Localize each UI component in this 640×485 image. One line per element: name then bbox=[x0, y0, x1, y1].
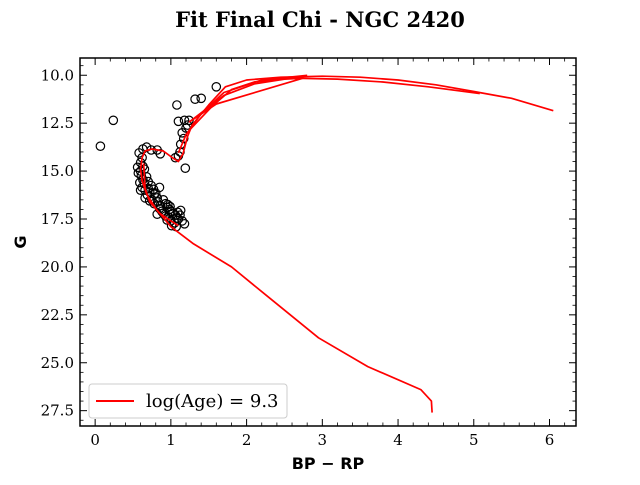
data-point-48 bbox=[179, 219, 190, 229]
legend: log(Age) = 9.3 bbox=[88, 383, 288, 419]
data-point-64 bbox=[132, 162, 143, 173]
axis-ticks: 0 1 2 3 4 5 6 10.0 12.5 15.0 17.5 20.0 22.5 25.0 27.5 bbox=[41, 58, 576, 449]
y-tick-label-0: 10.0 bbox=[41, 66, 74, 84]
plot-area bbox=[95, 74, 554, 413]
data-point-12 bbox=[178, 133, 189, 144]
data-point-1 bbox=[108, 115, 119, 126]
data-point-80 bbox=[165, 201, 175, 212]
data-point-17 bbox=[180, 163, 191, 173]
y-tick-label-6: 25.0 bbox=[41, 354, 74, 372]
y-tick-label-7: 27.5 bbox=[41, 402, 74, 420]
data-point-4 bbox=[196, 93, 206, 104]
x-tick-label-2: 2 bbox=[242, 431, 252, 449]
x-tick-label-3: 3 bbox=[318, 431, 328, 449]
x-axis-label: BP − RP bbox=[292, 454, 365, 473]
isochrone-line-5 bbox=[142, 163, 179, 227]
plot-frame bbox=[79, 57, 577, 427]
y-tick-label-4: 20.0 bbox=[41, 258, 74, 276]
y-tick-label-2: 15.0 bbox=[41, 162, 74, 180]
data-point-81 bbox=[163, 199, 173, 210]
data-point-6 bbox=[173, 116, 184, 127]
legend-label: log(Age) = 9.3 bbox=[146, 391, 279, 412]
data-point-79 bbox=[175, 205, 186, 216]
data-point-5 bbox=[190, 94, 200, 104]
data-point-23 bbox=[134, 148, 144, 158]
isochrone-line-3 bbox=[188, 77, 305, 123]
y-tick-label-5: 22.5 bbox=[41, 306, 74, 324]
data-point-3 bbox=[211, 82, 222, 92]
isochrone-line-1 bbox=[139, 75, 554, 413]
legend-box bbox=[88, 383, 288, 419]
data-point-46 bbox=[175, 210, 185, 220]
isochrone-line-4 bbox=[177, 74, 308, 154]
x-tick-label-1: 1 bbox=[166, 431, 176, 449]
x-tick-label-6: 6 bbox=[545, 431, 555, 449]
x-tick-label-4: 4 bbox=[393, 431, 403, 449]
data-point-0 bbox=[95, 141, 106, 151]
data-point-2 bbox=[172, 100, 182, 110]
data-point-78 bbox=[172, 207, 183, 218]
x-tick-label-0: 0 bbox=[90, 431, 100, 449]
y-tick-label-1: 12.5 bbox=[41, 114, 74, 132]
data-point-19 bbox=[155, 149, 166, 159]
data-point-77 bbox=[153, 197, 163, 207]
data-point-71 bbox=[150, 188, 161, 198]
chart-title: Fit Final Chi - NGC 2420 bbox=[175, 7, 465, 32]
y-axis-label: G bbox=[11, 235, 30, 248]
x-tick-label-5: 5 bbox=[469, 431, 479, 449]
y-tick-label-3: 17.5 bbox=[41, 210, 74, 228]
